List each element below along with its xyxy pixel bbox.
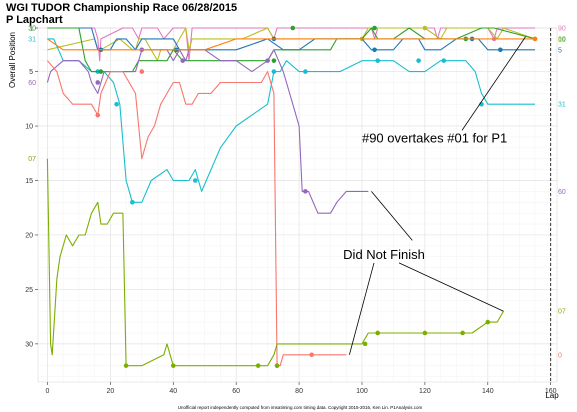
- series-marker-07: [362, 341, 368, 347]
- y-tick-label: 1: [29, 26, 33, 33]
- end-label-01: 01: [558, 36, 566, 43]
- annotation-overtake-pointer: [461, 36, 526, 131]
- x-tick-label: 120: [419, 388, 431, 395]
- y-tick-label: 5: [29, 69, 33, 76]
- series-marker-5: [498, 47, 503, 53]
- series-marker-31: [303, 69, 308, 74]
- series-marker-07: [255, 363, 261, 368]
- start-label-10: 30: [28, 26, 36, 33]
- end-label-60: 60: [558, 189, 566, 196]
- series-marker-01: [422, 25, 428, 31]
- x-tick-label: 40: [169, 388, 177, 395]
- series-marker-07: [460, 330, 465, 336]
- series-marker-60: [303, 189, 308, 194]
- series-marker-31: [416, 58, 421, 63]
- y-tick-label: 20: [25, 232, 33, 239]
- series-marker-31: [114, 101, 119, 107]
- series-marker-07: [274, 363, 280, 368]
- series-line-07: [46, 158, 504, 367]
- y-tick-label: 10: [25, 124, 33, 131]
- series-marker-07: [485, 319, 491, 325]
- series-marker-5: [372, 47, 377, 53]
- end-label-10: 10: [558, 36, 566, 43]
- end-label-5: 5: [558, 47, 562, 54]
- x-tick-label: 60: [232, 388, 240, 395]
- series-marker-07: [170, 363, 176, 368]
- series-marker-0: [95, 112, 101, 118]
- chart-title: WGI TUDOR Championship Race 06/28/2015: [6, 2, 237, 14]
- x-tick-label: 80: [295, 388, 303, 395]
- series-marker-07: [375, 330, 381, 336]
- start-label-07: 07: [28, 156, 36, 163]
- series-marker-10: [290, 25, 296, 31]
- series-marker-31: [192, 178, 198, 183]
- series-marker-0: [309, 352, 314, 358]
- series-marker-31: [130, 199, 135, 205]
- series-marker-0: [532, 36, 538, 42]
- chart-subtitle: P Lapchart: [6, 14, 63, 26]
- y-tick-label: 25: [25, 287, 33, 294]
- end-label-31: 31: [558, 102, 566, 109]
- series-line-0: [47, 38, 535, 51]
- annotation-dnf-pointer-3: [371, 191, 413, 241]
- series-marker-0: [139, 69, 145, 74]
- x-tick-label: 160: [545, 388, 557, 395]
- series-line-31: [47, 38, 535, 203]
- series-marker-31: [375, 58, 381, 63]
- x-axis-title: Lap: [545, 391, 559, 400]
- series-marker-10: [271, 58, 277, 63]
- series-marker-31: [271, 69, 277, 74]
- start-label-60: 60: [28, 80, 36, 87]
- x-tick-label: 140: [482, 388, 494, 395]
- x-tick-label: 100: [356, 388, 368, 395]
- series-marker-07: [422, 330, 428, 336]
- series-marker-07: [123, 363, 129, 368]
- x-tick-label: 0: [45, 388, 49, 395]
- y-axis-title: Overall Position: [8, 32, 17, 88]
- annotation-dnf-pointer-1: [349, 262, 375, 355]
- series-marker-31: [441, 58, 447, 63]
- annotation-dnf: Did Not Finish: [343, 247, 425, 262]
- series-marker-10: [98, 69, 104, 74]
- plot-background: [37, 27, 558, 383]
- series-marker-60: [265, 58, 270, 63]
- x-tick-label: 20: [106, 388, 114, 395]
- series-marker-10: [372, 25, 377, 31]
- start-label-31: 31: [28, 36, 36, 43]
- plot-area: 0 20 40 60 80 100 120 140 1601510152025303130600…: [25, 26, 566, 396]
- y-tick-label: 30: [25, 341, 33, 348]
- annotation-overtake: #90 overtakes #01 for P1: [362, 130, 507, 145]
- end-label-07: 07: [558, 309, 566, 316]
- series-line-0: [46, 60, 347, 367]
- y-tick-label: 15: [25, 178, 33, 185]
- end-label-0: 0: [558, 352, 562, 359]
- series-marker-60: [95, 80, 101, 85]
- series-marker-60: [180, 58, 185, 63]
- end-label-90: 90: [558, 26, 566, 33]
- annotation-dnf-pointer-2: [398, 262, 504, 312]
- credit-note: Unofficial report independently computed…: [178, 405, 423, 410]
